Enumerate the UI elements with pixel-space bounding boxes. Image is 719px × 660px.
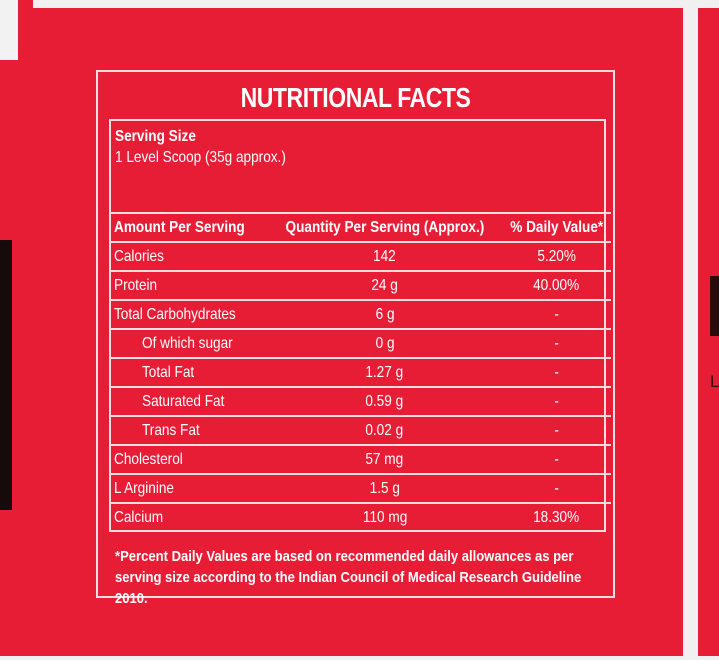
table-row: Cholesterol 57 mg - bbox=[109, 445, 612, 475]
nutrient-name: Total Carbohydrates bbox=[109, 300, 268, 330]
table-row: Saturated Fat 0.59 g - bbox=[109, 387, 612, 417]
right-adjacent-panel: L bbox=[698, 8, 719, 656]
nutrition-outer-border: NUTRITIONAL FACTS bbox=[96, 70, 615, 598]
daily-value-footnote: *Percent Daily Values are based on recom… bbox=[115, 548, 582, 607]
nutrition-table: Amount Per Serving Quantity Per Serving … bbox=[109, 212, 612, 531]
nutrient-quantity: 1.5 g bbox=[267, 474, 502, 504]
right-partial-letter: L bbox=[710, 372, 719, 391]
header-daily-value: % Daily Value* bbox=[501, 213, 612, 243]
nutrient-daily-value: - bbox=[501, 416, 612, 446]
table-row: Trans Fat 0.02 g - bbox=[109, 416, 612, 446]
left-white-strip bbox=[0, 0, 18, 60]
nutrient-daily-value: - bbox=[501, 329, 612, 359]
nutrient-name: Total Fat bbox=[109, 358, 268, 388]
nutrient-daily-value: 18.30% bbox=[533, 508, 580, 526]
nutrient-name: L Arginine bbox=[109, 474, 268, 504]
nutrient-quantity: 1.27 g bbox=[267, 358, 502, 388]
left-adjacent-panel bbox=[0, 0, 33, 660]
nutrient-daily-value: - bbox=[501, 387, 612, 417]
nutrient-quantity: 110 mg bbox=[362, 508, 407, 526]
nutrient-quantity: 0.02 g bbox=[267, 416, 502, 446]
serving-size-value: 1 Level Scoop (35g approx.) bbox=[115, 149, 286, 166]
nutrient-name: Calories bbox=[109, 242, 268, 272]
page-title: NUTRITIONAL FACTS bbox=[240, 82, 471, 113]
bottom-strip bbox=[0, 656, 719, 660]
table-row: Protein 24 g 40.00% bbox=[109, 271, 612, 301]
nutrient-name: Trans Fat bbox=[109, 416, 268, 446]
serving-size-block: Serving Size 1 Level Scoop (35g approx.) bbox=[115, 128, 316, 167]
nutrient-quantity: 0.59 g bbox=[267, 387, 502, 417]
nutrient-name: Cholesterol bbox=[109, 445, 268, 475]
nutrient-quantity: 24 g bbox=[267, 271, 502, 301]
nutrient-daily-value: 5.20% bbox=[501, 242, 612, 272]
right-dark-block bbox=[710, 276, 719, 336]
header-quantity: Quantity Per Serving (Approx.) bbox=[267, 213, 502, 243]
nutrient-quantity: 0 g bbox=[267, 329, 502, 359]
table-row: L Arginine 1.5 g - bbox=[109, 474, 612, 504]
header-amount: Amount Per Serving bbox=[109, 213, 268, 243]
nutrient-quantity: 6 g bbox=[267, 300, 502, 330]
table-row: Of which sugar 0 g - bbox=[109, 329, 612, 359]
nutrient-daily-value: - bbox=[501, 358, 612, 388]
nutrient-name: Calcium bbox=[114, 508, 164, 526]
table-row: Calories 142 5.20% bbox=[109, 242, 612, 272]
nutrient-quantity: 57 mg bbox=[267, 445, 502, 475]
table-row: Calcium 110 mg 18.30% bbox=[109, 503, 611, 531]
table-row: Total Carbohydrates 6 g - bbox=[109, 300, 612, 330]
nutrient-daily-value: - bbox=[501, 445, 612, 475]
nutrient-daily-value: 40.00% bbox=[501, 271, 612, 301]
nutrient-quantity: 142 bbox=[267, 242, 502, 272]
nutrient-daily-value: - bbox=[501, 300, 612, 330]
table-header-row: Amount Per Serving Quantity Per Serving … bbox=[109, 213, 612, 243]
nutrient-name: Saturated Fat bbox=[109, 387, 268, 417]
nutrient-name: Protein bbox=[109, 271, 268, 301]
serving-size-label: Serving Size bbox=[115, 128, 196, 145]
table-row: Total Fat 1.27 g - bbox=[109, 358, 612, 388]
nutrient-daily-value: - bbox=[501, 474, 612, 504]
nutrient-name: Of which sugar bbox=[109, 329, 268, 359]
left-dark-band bbox=[0, 240, 12, 510]
